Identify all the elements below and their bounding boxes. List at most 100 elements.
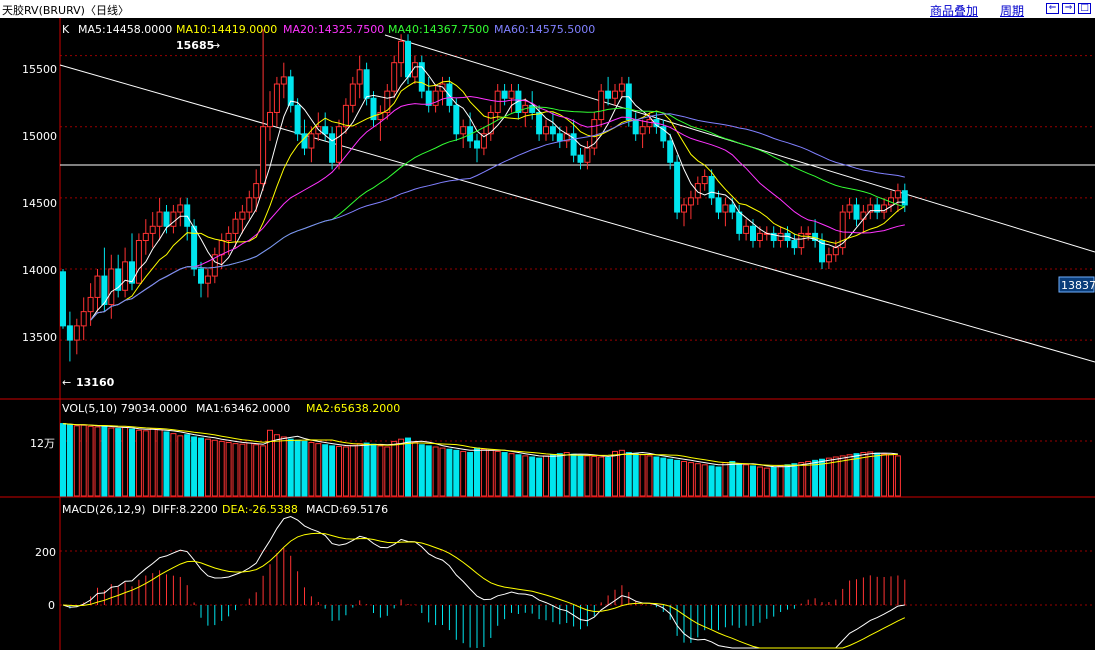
candle-body bbox=[660, 126, 667, 142]
volume-bar bbox=[80, 424, 87, 497]
volume-bar bbox=[60, 423, 66, 497]
legend-macd: MACD(26,12,9) bbox=[62, 503, 146, 516]
channel-lower-line[interactable] bbox=[59, 64, 1095, 363]
nav-prev-icon[interactable]: ⇐ bbox=[1046, 3, 1059, 14]
candle-body bbox=[805, 232, 812, 235]
volume-bar bbox=[894, 455, 901, 497]
candle-body bbox=[349, 83, 356, 106]
candle-body bbox=[832, 247, 839, 256]
candle-body bbox=[501, 90, 508, 99]
price-chart[interactable]: 15500 15000 14500 14000 13500 12万 200 0 … bbox=[0, 18, 1095, 650]
candle-body bbox=[135, 240, 142, 284]
candle-body bbox=[743, 225, 750, 234]
volume-bar bbox=[825, 457, 832, 497]
candle-body bbox=[370, 97, 377, 121]
candle-body bbox=[225, 232, 232, 242]
legend-vol-ma1: MA1:63462.0000 bbox=[196, 402, 290, 415]
volume-bar bbox=[867, 451, 874, 497]
volume-bar bbox=[453, 449, 460, 497]
volume-bar bbox=[598, 456, 605, 497]
volume-bar bbox=[687, 462, 694, 497]
volume-bar bbox=[142, 430, 149, 497]
volume-bar bbox=[591, 455, 598, 497]
period-button[interactable]: 周期 bbox=[1000, 4, 1025, 18]
candle-body bbox=[149, 225, 156, 234]
volume-bar bbox=[784, 464, 791, 497]
volume-bar bbox=[370, 443, 377, 497]
candle-body bbox=[336, 126, 342, 163]
title-bar: 天胶RV(BRURV)〈日线〉 商品叠加 周期 ⇐ ⇒ □ bbox=[0, 0, 1095, 18]
candle-body bbox=[363, 69, 370, 99]
candle-body bbox=[267, 111, 273, 128]
candle-body bbox=[474, 140, 480, 149]
nav-next-icon[interactable]: ⇒ bbox=[1062, 3, 1075, 14]
candle-body bbox=[87, 296, 94, 313]
candle-body bbox=[825, 254, 832, 263]
volume-bar bbox=[805, 460, 812, 497]
volume-bar bbox=[246, 442, 253, 497]
volume-bar bbox=[529, 456, 536, 497]
candle-body bbox=[839, 211, 846, 249]
legend-ma60: MA60:14575.5000 bbox=[494, 23, 595, 36]
candle-body bbox=[156, 211, 163, 227]
volume-bar bbox=[777, 465, 784, 497]
candle-body bbox=[508, 90, 515, 99]
volume-bar bbox=[101, 425, 108, 497]
volume-bar bbox=[570, 453, 577, 497]
current-price-label: 13837 bbox=[1061, 279, 1095, 292]
volume-bar bbox=[543, 455, 549, 497]
candle-body bbox=[253, 183, 260, 199]
volume-bar bbox=[191, 436, 198, 497]
nav-restore-icon[interactable]: □ bbox=[1078, 3, 1091, 14]
candle-body bbox=[198, 268, 204, 284]
candle-body bbox=[60, 271, 66, 327]
candle-body bbox=[570, 133, 577, 156]
overlay-button[interactable]: 商品叠加 bbox=[930, 4, 979, 18]
volume-bar bbox=[536, 457, 543, 497]
volume-bar bbox=[832, 456, 839, 497]
volume-bar bbox=[750, 465, 756, 497]
volume-bar bbox=[198, 437, 204, 497]
volume-bar bbox=[446, 448, 453, 497]
volume-bar bbox=[736, 463, 743, 497]
macd-y-tick: 0 bbox=[48, 599, 55, 612]
candle-body bbox=[729, 204, 736, 213]
candle-body bbox=[584, 147, 591, 163]
volume-bar bbox=[860, 452, 867, 497]
candle-body bbox=[418, 62, 425, 92]
volume-bar bbox=[846, 454, 853, 497]
volume-bar bbox=[522, 455, 529, 497]
high-arrow-icon: → bbox=[211, 39, 220, 52]
candle-body bbox=[901, 190, 908, 206]
candle-body bbox=[598, 90, 605, 121]
candle-body bbox=[639, 126, 646, 135]
volume-bar bbox=[474, 447, 480, 497]
candle-body bbox=[460, 126, 467, 135]
y-tick-label: 15000 bbox=[22, 130, 57, 143]
candle-body bbox=[94, 275, 101, 298]
candle-body bbox=[425, 90, 432, 106]
candle-body bbox=[681, 204, 687, 213]
candle-body bbox=[405, 40, 411, 78]
candle-body bbox=[273, 83, 280, 113]
candle-body bbox=[701, 175, 708, 185]
candle-body bbox=[605, 90, 612, 99]
candle-body bbox=[101, 275, 108, 306]
volume-bar bbox=[439, 447, 446, 497]
candle-body bbox=[129, 261, 135, 284]
candle-body bbox=[287, 76, 294, 106]
volume-bar bbox=[874, 452, 881, 497]
volume-bar bbox=[432, 446, 439, 497]
window-title: 天胶RV(BRURV)〈日线〉 bbox=[2, 4, 129, 17]
y-tick-label: 13500 bbox=[22, 331, 57, 344]
candle-body bbox=[722, 204, 729, 213]
candle-body bbox=[177, 204, 184, 213]
volume-bar bbox=[108, 427, 115, 497]
candle-body bbox=[260, 126, 267, 185]
volume-bar bbox=[660, 457, 667, 497]
volume-bar bbox=[888, 454, 894, 497]
volume-ma10-line bbox=[62, 423, 898, 466]
candle-body bbox=[170, 211, 177, 227]
candle-body bbox=[515, 90, 522, 113]
volume-bar bbox=[549, 454, 556, 497]
